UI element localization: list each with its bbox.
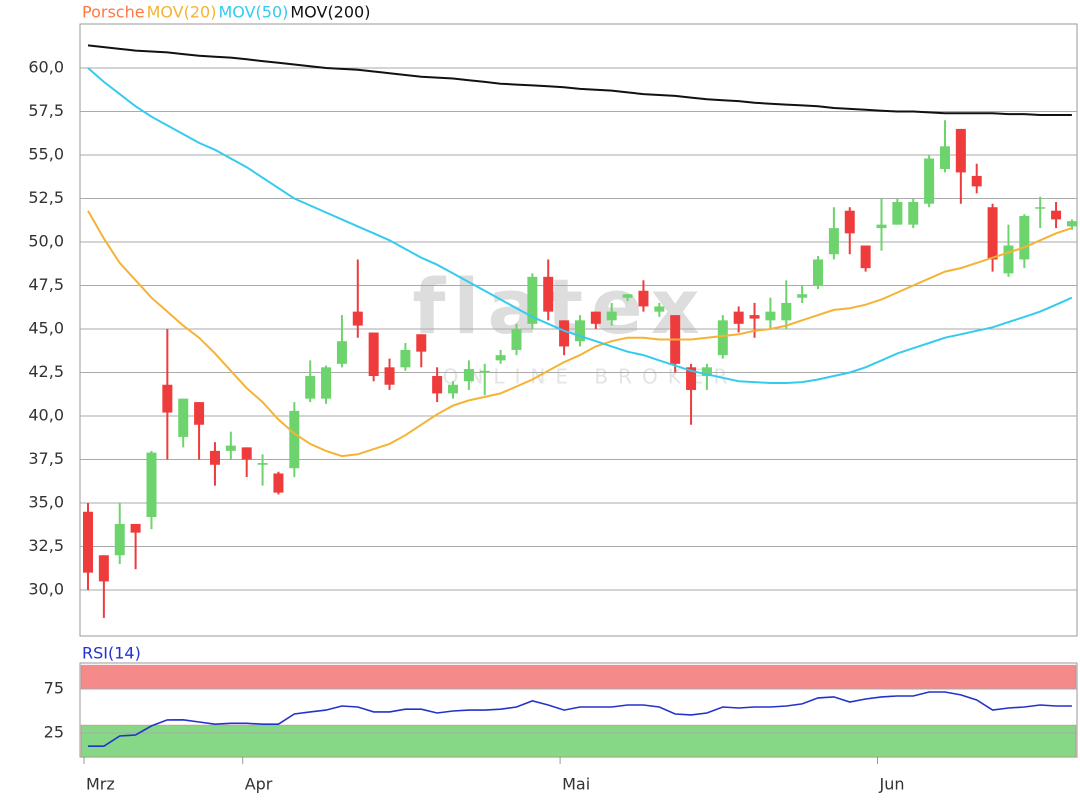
band [80, 724, 1077, 758]
y-tick-label: 40,0 [28, 406, 64, 425]
candle-body [114, 523, 125, 556]
candle-body [1051, 210, 1062, 220]
candle-body [828, 228, 839, 255]
candle-body [590, 311, 601, 324]
candle-body [813, 259, 824, 286]
y-tick-label: 37,5 [28, 449, 64, 468]
candle-body [892, 202, 903, 225]
legend-entry: MOV(20) [147, 3, 217, 22]
candle-body [194, 402, 205, 425]
candle-body [908, 202, 919, 225]
y-tick-label: 55,0 [28, 145, 64, 164]
candle-body [654, 306, 665, 312]
candle-body [305, 376, 316, 399]
candle-body [797, 294, 808, 298]
legend-entry: MOV(50) [218, 3, 288, 22]
ma-line [87, 210, 1073, 458]
candle-body [606, 311, 617, 321]
candle-body [939, 146, 950, 169]
candle-body [432, 376, 443, 394]
y-tick-label: 35,0 [28, 493, 64, 512]
candle-body [733, 311, 744, 324]
x-tick-label: Apr [245, 775, 273, 794]
rsi-line [88, 691, 1072, 747]
candle-body [448, 384, 459, 394]
candle-body [83, 511, 93, 573]
candle-body [686, 367, 697, 390]
y-tick-label: 50,0 [28, 232, 64, 251]
candle-body [241, 447, 252, 460]
candle-body [416, 334, 427, 352]
candle-body [1066, 221, 1077, 227]
candle-body [717, 320, 728, 356]
candle-body [749, 315, 760, 319]
y-tick-label: 60,0 [28, 58, 64, 77]
candle-body [368, 332, 379, 377]
candle-body [1035, 207, 1046, 209]
candle-body [1019, 215, 1030, 260]
candle-body [209, 450, 220, 465]
y-tick-label: 30,0 [28, 580, 64, 599]
x-tick-label: Mrz [86, 775, 115, 794]
candle-body [527, 276, 538, 324]
candle-body [781, 302, 792, 321]
candle-body [574, 320, 585, 342]
candle-body [559, 320, 570, 347]
y-tick-label: 47,5 [28, 275, 64, 294]
candle-body [352, 311, 363, 326]
candle-body [178, 398, 189, 437]
candle-body [257, 463, 268, 465]
candle-body [924, 158, 935, 204]
candle-body [511, 329, 522, 350]
ma-line [87, 44, 1072, 116]
candle-body [289, 410, 300, 469]
candle-body [844, 210, 855, 234]
y-tick-label: 57,5 [28, 101, 64, 120]
candle-body [162, 384, 173, 413]
candle-body [495, 355, 506, 361]
legend-entry: MOV(200) [290, 3, 370, 22]
candle-body [638, 290, 649, 307]
y-tick-label: 42,5 [28, 362, 64, 381]
candle-body [860, 245, 871, 269]
candle-body [225, 445, 236, 451]
x-tick-label: Mai [562, 775, 590, 794]
candle-body [146, 452, 157, 517]
legend-entry: Porsche [82, 3, 145, 22]
watermark-sub: ONLINE BROKER [443, 365, 738, 389]
candle-body [273, 473, 284, 493]
x-tick-label: Jun [879, 775, 905, 794]
y-tick-label: 25 [44, 722, 64, 741]
candle-body [463, 369, 474, 382]
y-tick-label: 75 [44, 678, 64, 697]
candle-body [765, 311, 776, 321]
y-tick-label: 45,0 [28, 319, 64, 338]
candle-body [1003, 245, 1014, 274]
candle-body [384, 367, 395, 385]
ma-line [87, 67, 1073, 384]
y-tick-label: 32,5 [28, 536, 64, 555]
candle-body [400, 349, 411, 368]
rsi-title: RSI(14) [82, 644, 141, 663]
y-tick-label: 52,5 [28, 188, 64, 207]
candle-body [876, 224, 887, 229]
band [80, 664, 1077, 690]
candle-body [622, 294, 633, 298]
candle-body [971, 175, 982, 187]
candle-body [130, 523, 141, 533]
candle-body [336, 341, 347, 364]
candle-body [98, 555, 109, 582]
candle-body [479, 370, 490, 373]
candle-body [955, 128, 966, 173]
candle-body [321, 367, 332, 399]
candle-body [987, 207, 998, 260]
candle-body [701, 367, 712, 377]
candle-body [543, 276, 554, 312]
